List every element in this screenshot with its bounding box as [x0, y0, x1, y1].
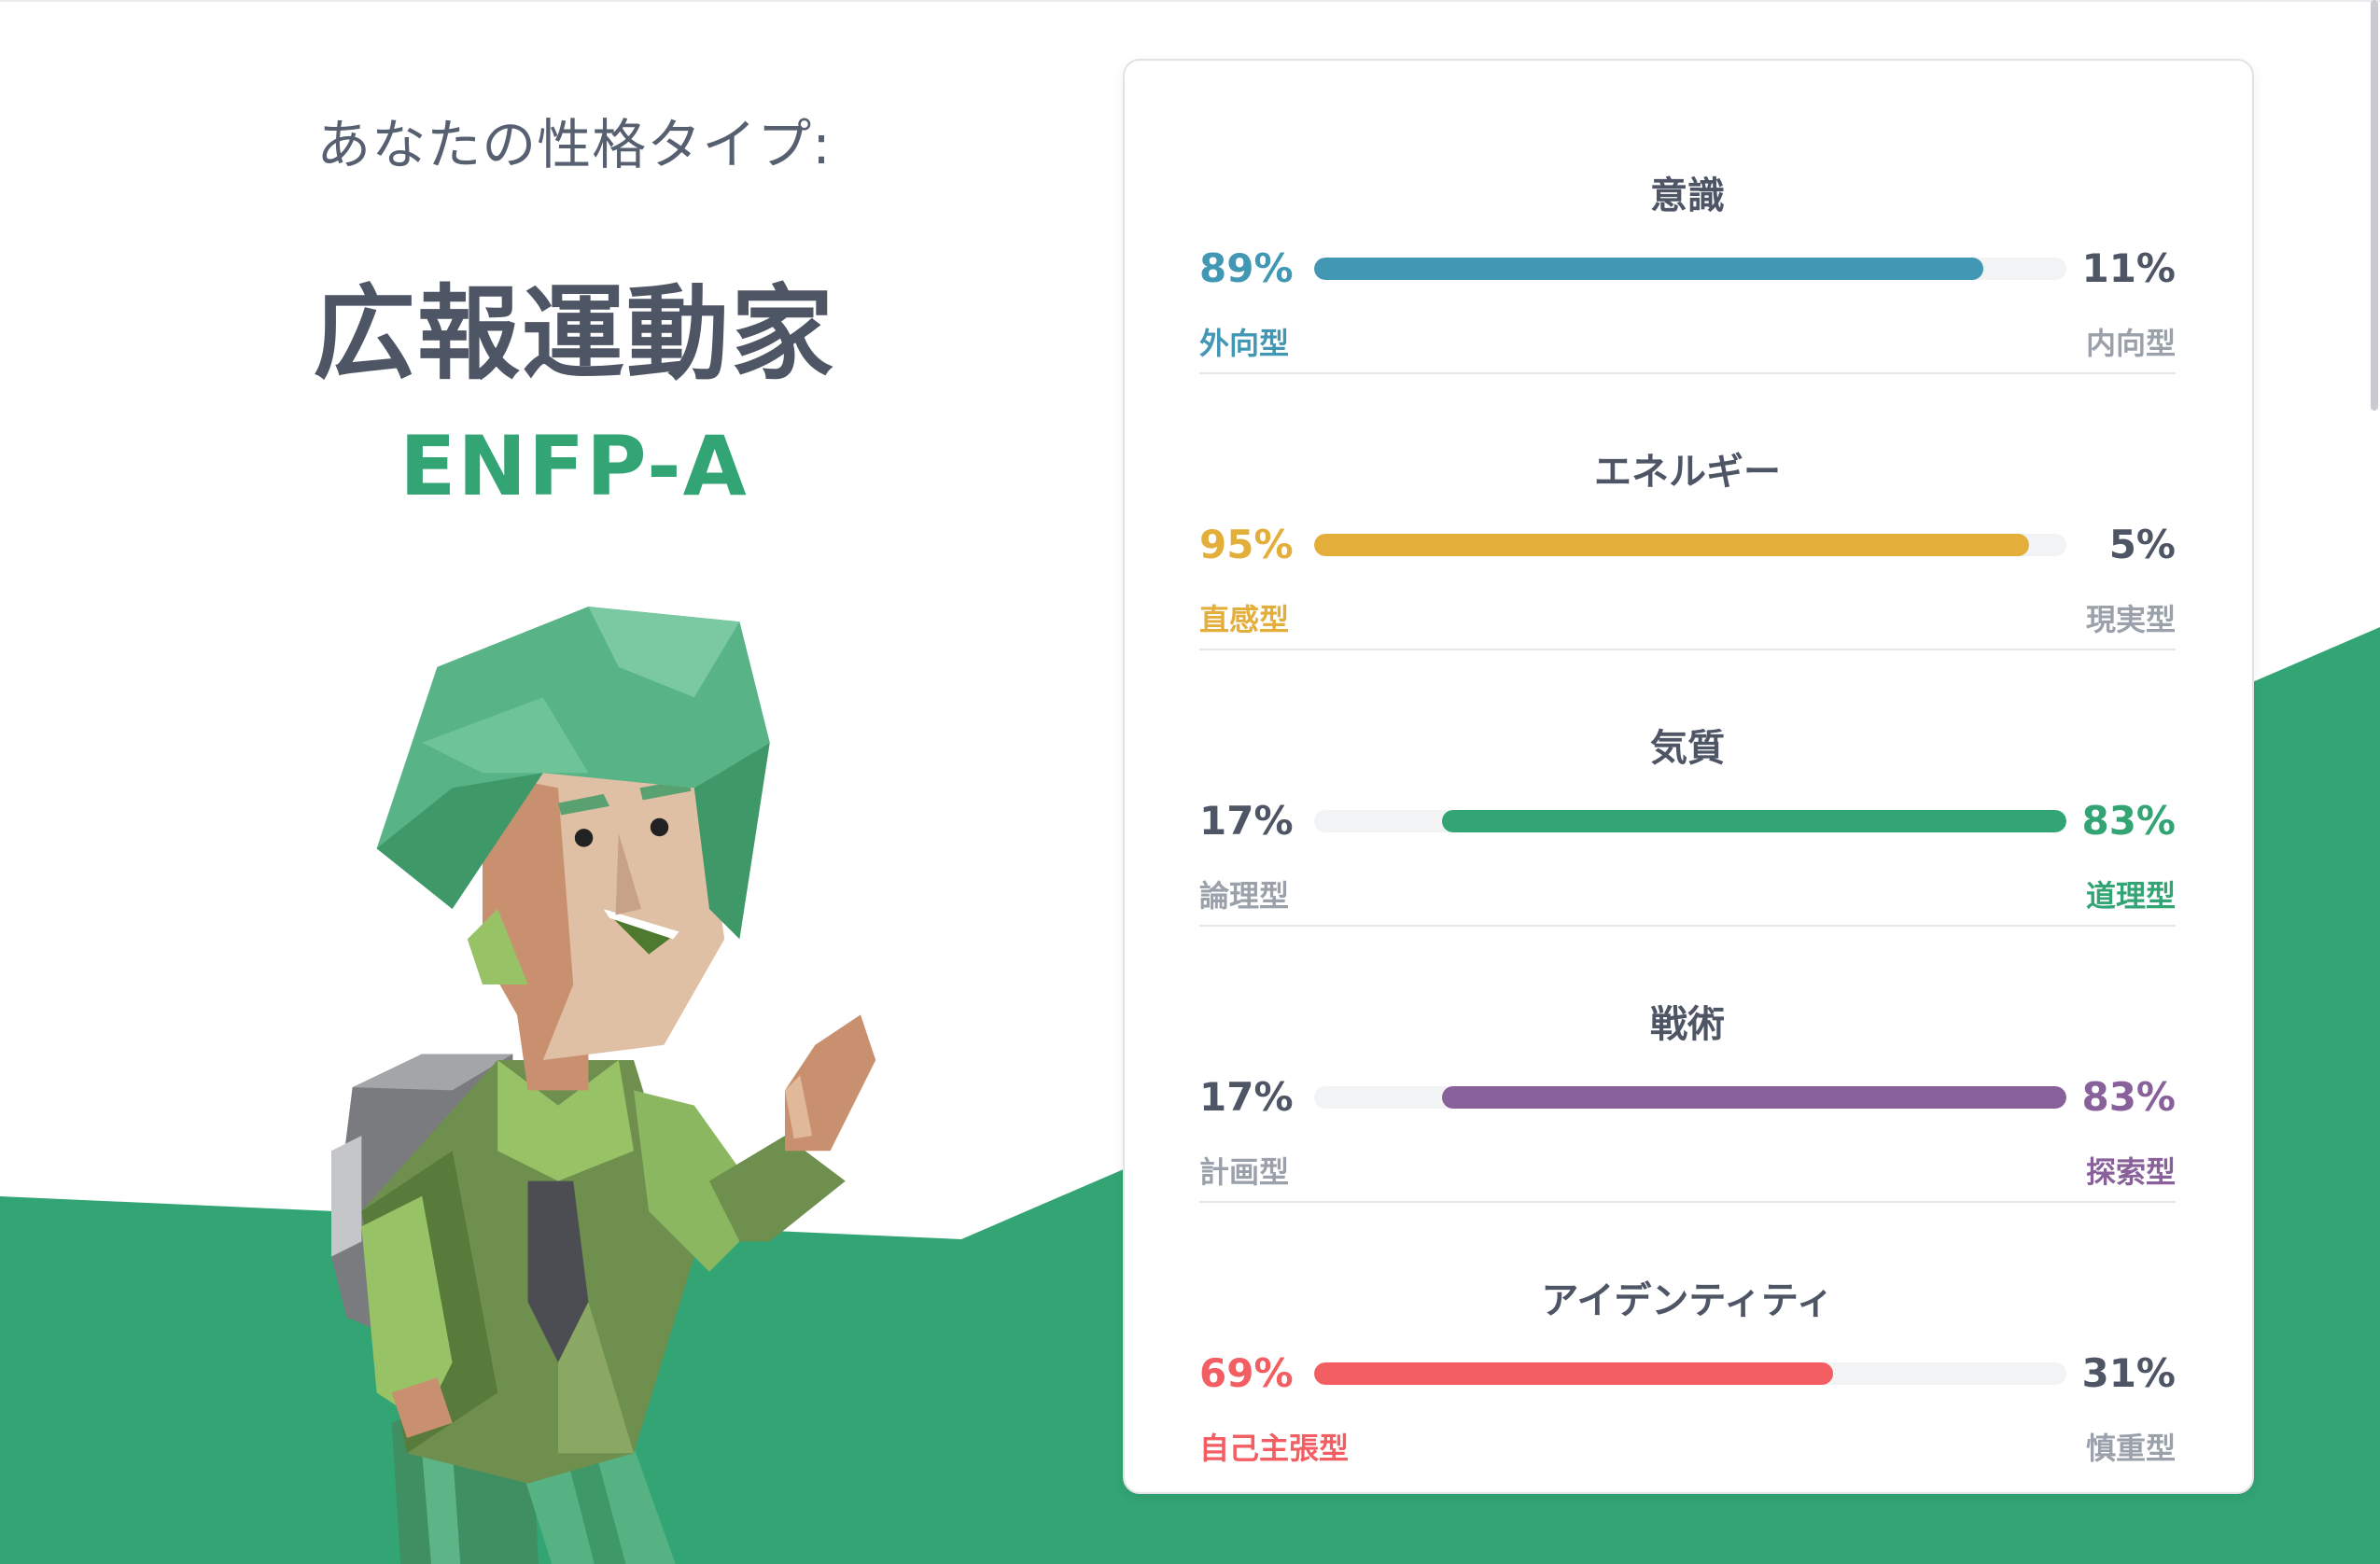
trait-right-percent: 83%: [2081, 1074, 2176, 1120]
trait-left-label: 直感型: [1199, 602, 1290, 637]
trait-bar-track: [1314, 810, 2066, 832]
trait-right-label: 道理型: [2085, 878, 2176, 914]
trait-bar-fill: [1314, 1362, 1834, 1385]
trait-bar-fill: [1314, 258, 1984, 280]
trait-title: 戦術: [1650, 1003, 1725, 1046]
trait-divider: [1199, 372, 2176, 374]
personality-type-name: 広報運動家: [313, 274, 835, 394]
trait-bar-track: [1314, 534, 2066, 556]
trait-divider: [1199, 925, 2176, 927]
trait-left-label: 自己主張型: [1199, 1431, 1350, 1466]
trait-bar-fill: [1442, 810, 2066, 832]
personality-type-subtitle: あなたの性格タイプ:: [316, 113, 832, 176]
trait-right-percent: 83%: [2081, 798, 2176, 844]
trait-divider: [1199, 649, 2176, 650]
trait-right-label: 内向型: [2085, 326, 2176, 361]
trait-right-label: 探索型: [2085, 1154, 2176, 1190]
trait-mind: 意識 89% 11% 外向型 内向型: [1199, 98, 2176, 374]
traits-card: 意識 89% 11% 外向型 内向型 エネルギー 95% 5% 直感型 現実型 …: [1123, 59, 2254, 1494]
page-scrollbar[interactable]: [2369, 0, 2380, 1564]
trait-nature: 気質 17% 83% 論理型 道理型: [1199, 650, 2176, 927]
trait-left-percent: 17%: [1199, 1074, 1294, 1120]
trait-title: 意識: [1650, 175, 1725, 217]
trait-right-label: 現実型: [2085, 602, 2176, 637]
trait-divider: [1199, 1201, 2176, 1203]
trait-bar-fill: [1442, 1086, 2066, 1109]
trait-title: アイデンティティ: [1541, 1279, 1834, 1322]
trait-left-percent: 95%: [1199, 522, 1294, 567]
trait-left-percent: 89%: [1199, 245, 1294, 291]
trait-bar-track: [1314, 258, 2066, 280]
trait-bar-fill: [1314, 534, 2029, 556]
trait-right-percent: 5%: [2108, 522, 2176, 567]
enfp-campaigner-character-illustration: [331, 607, 876, 1564]
trait-left-label: 計画型: [1199, 1154, 1290, 1190]
trait-tactics: 戦術 17% 83% 計画型 探索型: [1199, 927, 2176, 1203]
trait-left-percent: 69%: [1199, 1350, 1294, 1396]
trait-right-label: 慎重型: [2085, 1431, 2176, 1466]
trait-bar-track: [1314, 1086, 2066, 1109]
trait-right-percent: 31%: [2081, 1350, 2176, 1396]
trait-title: 気質: [1650, 727, 1725, 770]
trait-energy: エネルギー 95% 5% 直感型 現実型: [1199, 374, 2176, 650]
trait-left-percent: 17%: [1199, 798, 1294, 844]
trait-left-label: 論理型: [1199, 878, 1290, 914]
trait-right-percent: 11%: [2081, 245, 2176, 291]
personality-type-code: ENFP-A: [399, 418, 749, 514]
trait-title: エネルギー: [1594, 451, 1781, 494]
trait-left-label: 外向型: [1199, 326, 1290, 361]
scrollbar-thumb[interactable]: [2371, 0, 2378, 411]
trait-bar-track: [1314, 1362, 2066, 1385]
top-border: [0, 0, 2380, 2]
trait-identity: アイデンティティ 69% 31% 自己主張型 慎重型: [1199, 1203, 2176, 1479]
